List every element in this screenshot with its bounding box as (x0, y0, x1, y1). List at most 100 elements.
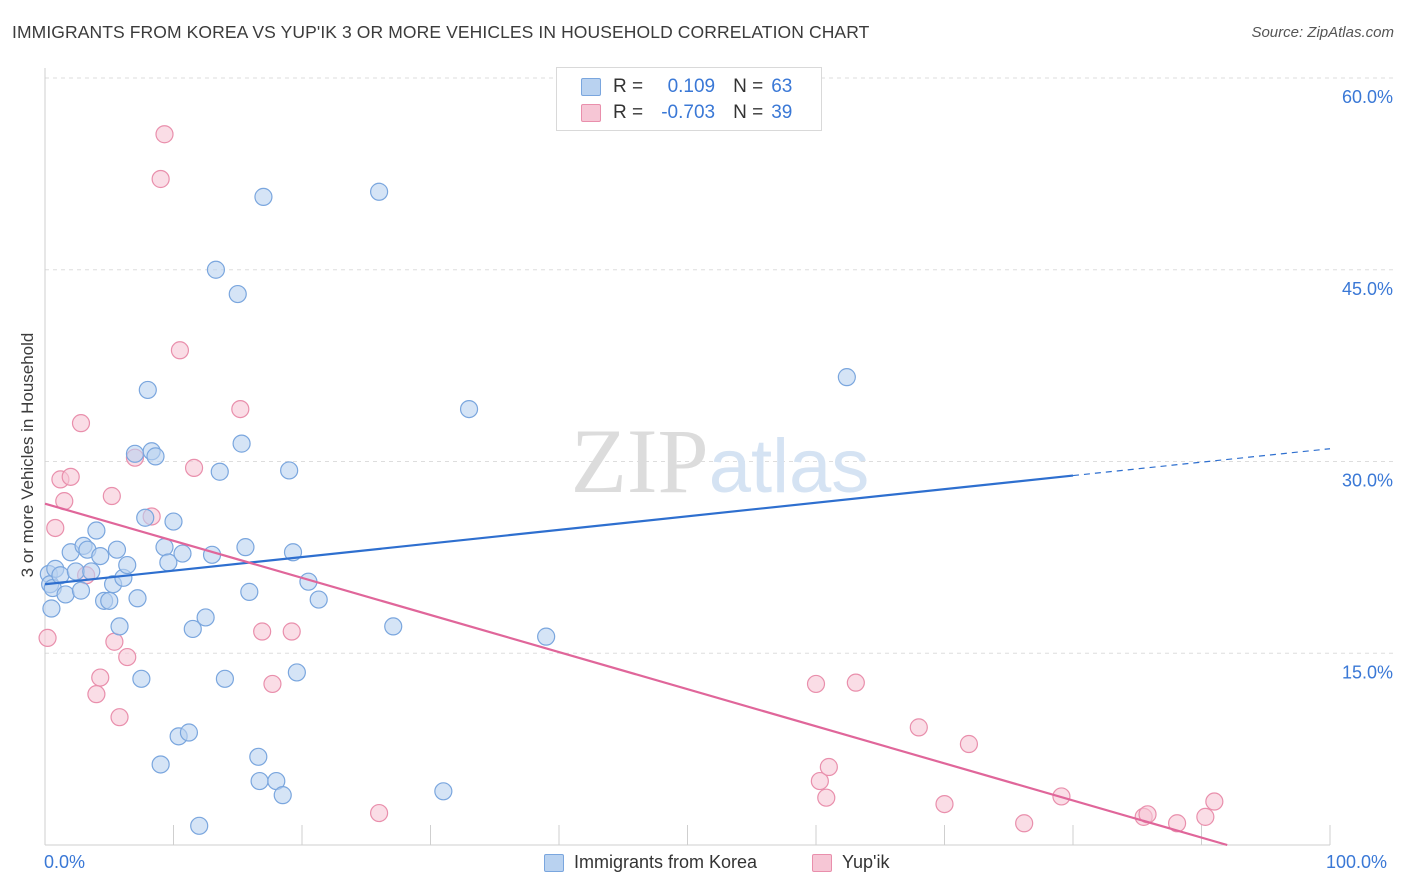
legend-r-label: R = (613, 102, 644, 123)
data-point (184, 458, 204, 477)
data-point (202, 545, 222, 564)
data-point (215, 669, 234, 688)
data-point (240, 582, 259, 601)
data-point (250, 771, 269, 791)
legend-row-yupik: R = -0.703 N = 39 (581, 101, 792, 125)
data-point (384, 617, 403, 636)
data-point (249, 747, 268, 766)
data-point (1196, 807, 1215, 826)
data-point (110, 617, 129, 636)
data-point (118, 555, 137, 575)
data-point (190, 816, 209, 835)
data-point (82, 562, 101, 581)
data-point (38, 628, 57, 648)
data-point (196, 608, 215, 627)
data-point (87, 521, 106, 540)
trend-line-korea (44, 474, 1074, 586)
data-point (1015, 814, 1034, 833)
data-point (100, 591, 119, 610)
y-tick-label: 30.0% (1342, 471, 1393, 491)
data-point (183, 619, 202, 639)
y-tick-labels: 15.0% 30.0% 45.0% 60.0% (1342, 87, 1393, 682)
x-tick-max: 100.0% (1326, 852, 1388, 872)
data-point (128, 589, 147, 608)
data-point (287, 663, 306, 682)
watermark: ZIPatlas (571, 410, 870, 512)
legend-r-value: 0.109 (667, 76, 716, 97)
series-legend-swatch-yupik (812, 853, 832, 872)
data-point (232, 434, 251, 453)
legend-r-value: -0.703 (661, 102, 716, 123)
y-tick-label: 15.0% (1342, 662, 1393, 682)
chart-title: IMMIGRANTS FROM KOREA VS YUP'IK 3 OR MOR… (12, 22, 870, 42)
data-point (151, 755, 170, 774)
trend-lines (44, 448, 1331, 847)
data-point (155, 538, 174, 557)
data-point (118, 647, 137, 667)
legend-n-label: N = (733, 102, 764, 123)
data-point (170, 341, 190, 360)
legend-n-label: N = (733, 76, 764, 97)
data-point (236, 538, 255, 557)
legend-swatch-korea (581, 78, 601, 96)
data-point (254, 187, 273, 206)
data-point (459, 399, 479, 419)
data-point (151, 169, 170, 189)
legend-n-value: 63 (771, 76, 793, 97)
data-point (71, 581, 91, 600)
source-label: Source: ZipAtlas.com (1251, 24, 1394, 41)
data-point (370, 803, 389, 823)
grid-lines (45, 77, 1393, 654)
data-point (173, 544, 192, 563)
data-point (146, 447, 165, 466)
data-point (819, 757, 838, 777)
data-point (210, 462, 229, 481)
data-point (61, 467, 80, 486)
data-point (164, 512, 183, 531)
data-point (935, 794, 954, 814)
data-point (309, 590, 328, 609)
data-point (1167, 814, 1187, 833)
legend-row-korea: R = 0.109 N = 63 (581, 75, 792, 99)
data-point (846, 673, 865, 692)
data-point (102, 486, 121, 506)
data-point (1205, 792, 1224, 811)
x-tick-min: 0.0% (44, 852, 86, 872)
data-point (273, 786, 292, 805)
trend-line-korea-extension (1072, 448, 1331, 477)
data-point (959, 734, 979, 754)
data-point (817, 788, 836, 807)
data-point (253, 622, 272, 641)
data-point (434, 782, 453, 801)
data-point (125, 444, 145, 463)
series-legend: Immigrants from Korea Yup'ik (0, 852, 1406, 876)
legend-r-label: R = (613, 76, 644, 97)
data-point (909, 718, 928, 737)
data-point (56, 585, 75, 604)
data-point (263, 674, 282, 694)
y-tick-label: 45.0% (1342, 279, 1393, 299)
data-point (110, 708, 129, 727)
data-point (105, 632, 124, 651)
data-point (282, 622, 301, 641)
data-point (537, 627, 556, 646)
series-legend-label-korea: Immigrants from Korea (574, 852, 758, 872)
data-point (132, 669, 151, 688)
data-point (46, 518, 65, 538)
correlation-legend: R = 0.109 N = 63 R = -0.703 N = 39 (556, 67, 822, 131)
series-legend-korea[interactable]: Immigrants from Korea (544, 852, 757, 873)
trend-line-yupik (44, 502, 1228, 847)
data-point (810, 771, 829, 791)
data-point (155, 125, 174, 144)
series-korea (39, 182, 856, 835)
data-point (280, 461, 299, 480)
legend-swatch-yupik (581, 104, 601, 122)
series-legend-yupik[interactable]: Yup'ik (812, 852, 889, 873)
data-point (71, 414, 91, 433)
series-legend-label-yupik: Yup'ik (842, 852, 890, 872)
data-point (231, 399, 250, 419)
legend-n-value: 39 (771, 102, 793, 123)
data-point (91, 546, 110, 566)
data-point (66, 562, 85, 581)
